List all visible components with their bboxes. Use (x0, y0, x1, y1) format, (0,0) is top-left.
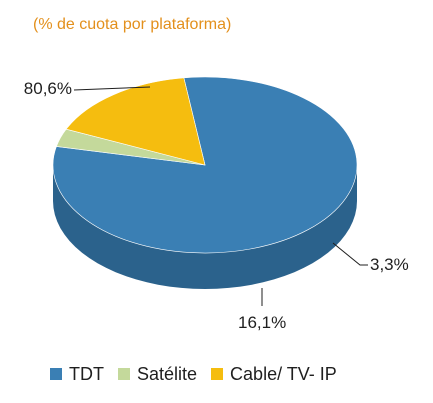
legend-item-cable-tv-ip: Cable/ TV- IP (211, 364, 337, 385)
legend-label-cable-tv-ip: Cable/ TV- IP (230, 363, 337, 384)
legend-label-satelite: Satélite (137, 363, 198, 384)
pie-slice-tdt (52, 76, 358, 254)
chart-title: (% de cuota por plataforma) (33, 16, 232, 33)
pie-slice-cable-tv-ip (65, 77, 206, 166)
pie-side-tdt (53, 165, 357, 289)
legend-item-satelite: Satélite (118, 364, 197, 385)
legend-item-tdt: TDT (50, 364, 104, 385)
data-label-satelite: 3,3% (370, 255, 409, 274)
chart-legend: TDT Satélite Cable/ TV- IP (50, 362, 351, 386)
legend-swatch-cable-tv-ip (211, 368, 224, 380)
legend-swatch-satelite (118, 368, 130, 380)
leader-line-satelite (332, 242, 368, 266)
legend-label-tdt: TDT (69, 363, 104, 384)
data-label-cable-tv-ip: 16,1% (238, 313, 286, 332)
legend-swatch-tdt (50, 368, 62, 380)
leader-line-tdt (73, 86, 151, 91)
data-label-tdt: 80,6% (24, 79, 72, 98)
